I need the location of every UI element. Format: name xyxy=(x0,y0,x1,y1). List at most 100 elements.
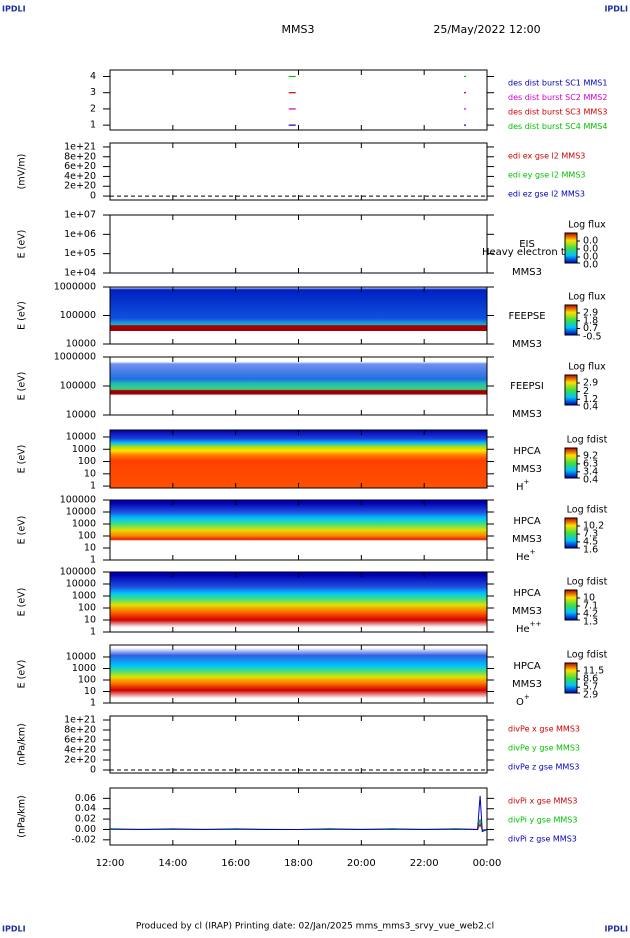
species-charge: ++ xyxy=(530,620,542,628)
spectrogram xyxy=(110,357,487,415)
y-tick-label: 10000 xyxy=(66,431,96,442)
y-tick-label: 10 xyxy=(84,615,96,626)
panel-frame xyxy=(109,69,488,131)
y-axis-label: E (eV) xyxy=(17,516,28,545)
y-tick-label: 10000 xyxy=(66,410,96,421)
y-tick-label: 8e+20 xyxy=(64,725,96,736)
y-tick-label: 0.02 xyxy=(75,814,96,825)
colorbar xyxy=(564,374,578,406)
y-tick-label: 10000 xyxy=(66,579,96,590)
logo: IPDLI xyxy=(604,5,628,14)
legend-entry: divPi y gse MMS3 xyxy=(508,816,577,825)
y-tick-label: 1000000 xyxy=(54,352,96,363)
spacecraft: MMS3 xyxy=(512,339,542,350)
y-tick-label: 4 xyxy=(90,71,96,82)
y-tick-label: 0.00 xyxy=(75,824,96,835)
instrument: HPCA xyxy=(513,516,541,527)
y-tick-label: 0.06 xyxy=(75,793,96,804)
logo: IPDLI xyxy=(2,925,26,934)
colorbar-title: Log fdist xyxy=(567,577,608,588)
instrument: HPCA xyxy=(513,588,541,599)
footer: Produced by cl (IRAP) Printing date: 02/… xyxy=(136,922,494,932)
y-tick-label: 1000 xyxy=(72,444,96,455)
y-tick-label: 10 xyxy=(84,686,96,697)
y-tick-label: 4e+20 xyxy=(64,745,96,756)
x-tick-label: 18:00 xyxy=(284,858,313,869)
y-tick-label: 8e+20 xyxy=(64,151,96,162)
species-name: O xyxy=(516,697,524,708)
y-axis-label: E (eV) xyxy=(17,445,28,474)
x-tick-label: 16:00 xyxy=(221,858,250,869)
y-tick-label: 100000 xyxy=(60,310,96,321)
y-tick-label: 1e+21 xyxy=(64,715,96,726)
x-tick-label: 00:00 xyxy=(473,858,502,869)
colorbar-tick-label: -0.5 xyxy=(583,332,602,343)
y-tick-label: 0 xyxy=(90,191,96,202)
colorbar-tick-label: 9.2 xyxy=(583,451,598,462)
colorbar-title: Log flux xyxy=(568,362,606,373)
y-axis-label: (nPa/km) xyxy=(17,723,28,766)
data-line xyxy=(109,795,488,833)
colorbar-tick-label: 8.6 xyxy=(583,674,598,685)
y-tick-label: 6e+20 xyxy=(64,735,96,746)
species-name: He xyxy=(516,624,530,635)
y-tick-label: 10000 xyxy=(66,507,96,518)
colorbar-tick-label: 0.7 xyxy=(583,323,598,334)
y-axis-label: E (eV) xyxy=(17,301,28,330)
y-tick-label: 10 xyxy=(84,468,96,479)
legend-entry: divPe x gse MMS3 xyxy=(508,725,580,734)
species: He+ xyxy=(516,548,536,563)
legend-entry: edi ex gse l2 MMS3 xyxy=(508,152,585,161)
colorbar-tick-label: 1.6 xyxy=(583,545,598,556)
y-tick-label: 4e+20 xyxy=(64,171,96,182)
y-tick-label: 10 xyxy=(84,543,96,554)
panel-frame xyxy=(109,715,488,774)
panel-frame xyxy=(109,214,488,274)
x-tick-label: 14:00 xyxy=(158,858,187,869)
colorbar-tick-label: 0.4 xyxy=(583,475,598,486)
instrument: EIS xyxy=(519,239,535,250)
species-charge: + xyxy=(530,548,536,556)
colorbar xyxy=(564,232,578,264)
x-tick-label: 20:00 xyxy=(347,858,376,869)
colorbar-tick-label: 1.3 xyxy=(583,617,598,628)
x-tick-label: 22:00 xyxy=(410,858,439,869)
y-tick-label: 1e+07 xyxy=(64,210,96,221)
panel-frame xyxy=(109,787,488,846)
colorbar xyxy=(564,589,578,621)
y-tick-label: 100 xyxy=(78,674,96,685)
y-tick-label: 2 xyxy=(90,103,96,114)
colorbar-title: Log flux xyxy=(568,220,606,231)
colorbar-tick-label: 0.0 xyxy=(583,244,598,255)
spectrogram xyxy=(110,430,487,488)
colorbar-tick-label: 0.0 xyxy=(583,236,598,247)
spacecraft: MMS3 xyxy=(512,679,542,690)
legend-entry: divPe y gse MMS3 xyxy=(508,744,580,753)
y-tick-label: 100000 xyxy=(60,495,96,506)
colorbar xyxy=(564,304,578,336)
y-tick-label: 1 xyxy=(90,698,96,709)
logo: IPDLI xyxy=(604,925,628,934)
species-charge: + xyxy=(524,478,530,486)
species-name: He xyxy=(516,552,530,563)
y-tick-label: 1e+04 xyxy=(64,268,96,279)
colorbar-tick-label: 1.2 xyxy=(583,394,598,405)
instrument: HPCA xyxy=(513,446,541,457)
y-axis-label: E (eV) xyxy=(17,588,28,617)
legend-entry: des dist burst SC2 MMS2 xyxy=(508,93,607,102)
colorbar-tick-label: 1.8 xyxy=(583,315,598,326)
y-tick-label: 2e+20 xyxy=(64,181,96,192)
colorbar-title: Log fdist xyxy=(567,505,608,516)
colorbar xyxy=(564,447,578,479)
y-tick-label: 100 xyxy=(78,603,96,614)
colorbar-title: Log flux xyxy=(568,292,606,303)
species: O+ xyxy=(516,693,530,708)
y-tick-label: 1 xyxy=(90,481,96,492)
y-tick-label: 1e+06 xyxy=(64,229,96,240)
y-tick-label: 0 xyxy=(90,765,96,776)
species-name: H xyxy=(516,482,524,493)
y-tick-label: 2e+20 xyxy=(64,755,96,766)
y-tick-label: -0.02 xyxy=(71,834,96,845)
instrument: FEEPSE xyxy=(508,311,545,322)
species: He++ xyxy=(516,620,542,635)
